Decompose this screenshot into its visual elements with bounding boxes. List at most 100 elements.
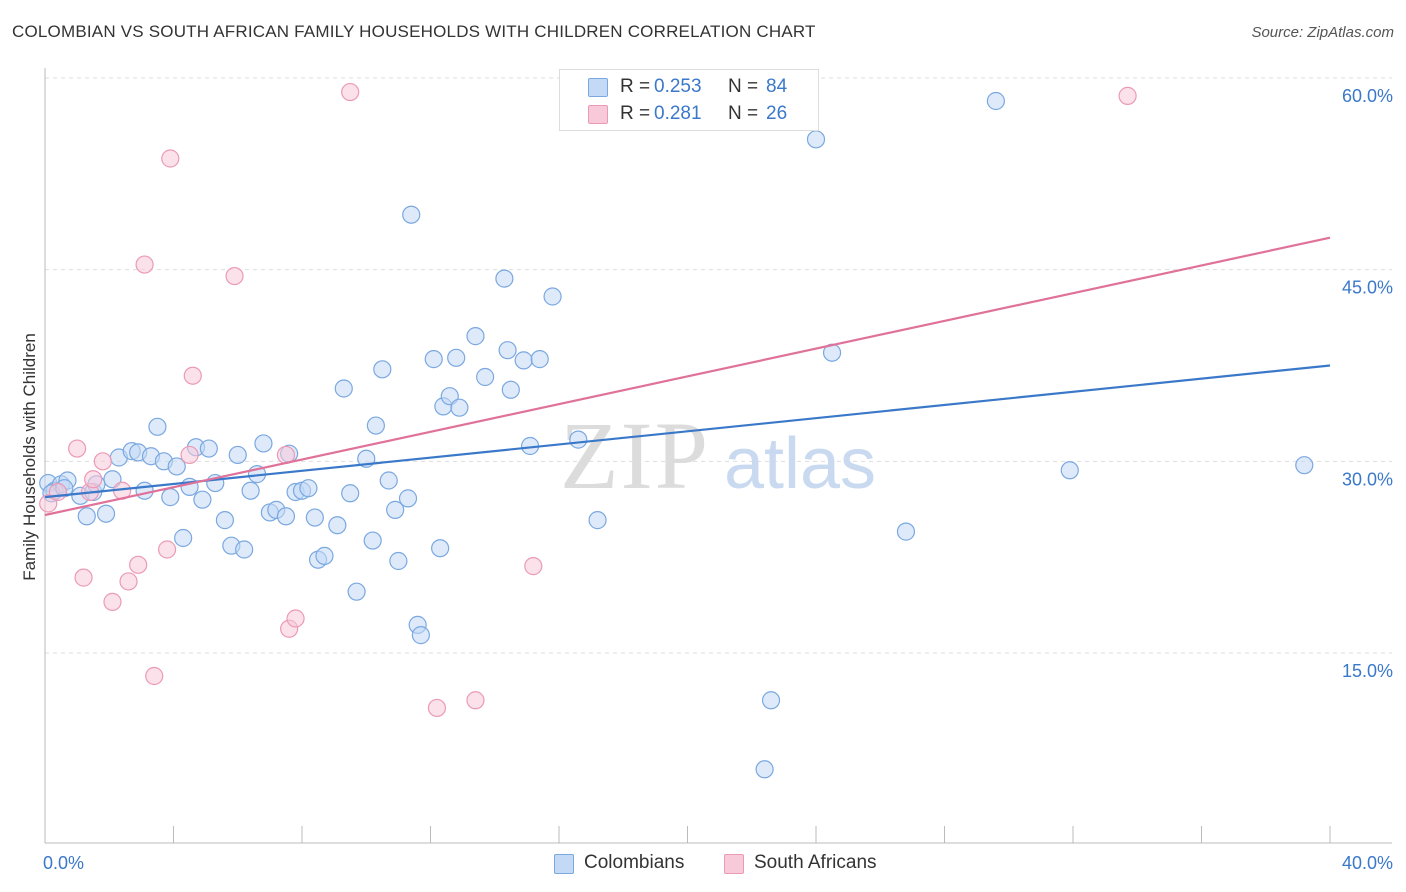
watermark-zip: ZIP — [560, 402, 710, 509]
legend-swatch-pink — [724, 854, 744, 874]
n-label: N = — [728, 76, 759, 97]
colombian-point — [96, 504, 116, 523]
x-tick-label: 0.0% — [43, 853, 84, 873]
colombian-point — [466, 327, 485, 346]
chart-title: COLOMBIAN VS SOUTH AFRICAN FAMILY HOUSEH… — [12, 22, 816, 41]
colombian-point — [411, 626, 430, 645]
source-label: Source: ZipAtlas.com — [1251, 24, 1394, 41]
legend-swatch-pink — [588, 105, 608, 124]
y-tick-label: 60.0% — [1342, 86, 1393, 106]
r-label: R = — [620, 76, 651, 97]
legend-swatch-blue — [554, 854, 574, 874]
colombian-point — [498, 341, 517, 360]
south-african-point — [161, 149, 180, 168]
colombian-point — [235, 540, 254, 559]
colombian-point — [341, 484, 360, 503]
colombian-point — [305, 508, 324, 527]
colombian-point — [254, 434, 273, 453]
colombian-point — [476, 367, 495, 387]
colombian-point — [514, 351, 533, 370]
south-african-point — [286, 609, 305, 628]
y-tick-label: 45.0% — [1342, 278, 1393, 298]
colombian-point — [161, 488, 180, 507]
series-legend: Colombians South Africans — [0, 850, 1406, 880]
colombian-point — [193, 490, 212, 509]
south-african-point — [135, 255, 154, 274]
colombian-point — [276, 507, 296, 526]
colombian-point — [199, 439, 218, 458]
colombian-point — [389, 551, 408, 571]
r-value: 0.281 — [654, 103, 702, 124]
south-african-point — [183, 366, 202, 385]
colombian-point — [530, 350, 549, 369]
south-african-point — [427, 698, 447, 718]
colombian-point — [328, 516, 347, 535]
colombian-point — [588, 511, 607, 530]
colombian-point — [424, 350, 443, 369]
r-value: 0.253 — [654, 76, 702, 97]
legend-label: South Africans — [754, 852, 877, 873]
colombian-point — [386, 500, 405, 519]
colombian-point — [431, 539, 450, 558]
south-african-point — [157, 540, 177, 559]
south-african-point — [1118, 86, 1137, 105]
colombian-point — [806, 130, 826, 149]
south-african-point — [145, 666, 164, 686]
colombian-point — [174, 528, 193, 548]
south-african-point — [129, 555, 148, 574]
colombian-point — [334, 379, 353, 398]
colombian-point — [402, 205, 421, 224]
colombian-point — [77, 507, 96, 526]
colombian-point — [228, 445, 247, 465]
n-value: 26 — [766, 103, 788, 124]
colombian-point — [543, 287, 562, 306]
y-tick-label: 30.0% — [1342, 469, 1393, 489]
colombian-point — [495, 269, 514, 288]
south-african-point — [93, 452, 112, 471]
n-label: N = — [728, 103, 759, 124]
colombian-point — [315, 546, 334, 565]
south-african-point — [524, 557, 543, 576]
colombian-point — [148, 417, 167, 436]
colombian-point — [398, 489, 418, 508]
watermark-atlas: atlas — [724, 424, 876, 504]
colombian-point — [366, 416, 385, 435]
colombian-point — [501, 380, 520, 399]
correlation-legend: R = 0.253 N = 84 R = 0.281 N = 26 — [559, 69, 819, 131]
colombian-point — [241, 481, 260, 500]
colombian-point — [299, 479, 318, 498]
r-label: R = — [620, 103, 651, 124]
south-african-point — [341, 82, 360, 102]
legend-swatch-blue — [588, 78, 608, 97]
y-tick-label: 15.0% — [1342, 661, 1393, 681]
colombian-point — [450, 398, 469, 417]
colombian-point — [896, 522, 916, 541]
south-african-point — [103, 592, 122, 611]
colombian-point — [379, 471, 398, 490]
colombian-point — [1295, 456, 1314, 475]
colombian-trendline — [44, 364, 1331, 499]
south-african-point — [180, 445, 199, 465]
legend-row-south-africans: R = 0.281 N = 26 — [560, 101, 818, 127]
south-african-point — [225, 266, 244, 286]
colombian-point — [363, 531, 382, 550]
south-african-point — [119, 572, 138, 591]
colombian-point — [215, 511, 234, 530]
colombian-point — [347, 582, 366, 601]
y-axis-title: Family Households with Children — [20, 333, 39, 581]
south-african-trendline — [44, 236, 1331, 517]
south-african-point — [84, 470, 103, 489]
colombian-point — [761, 691, 781, 710]
colombian-point — [167, 457, 186, 476]
south-african-point — [466, 691, 485, 710]
colombian-point — [135, 481, 154, 500]
colombian-point — [755, 760, 774, 779]
x-tick-label: 40.0% — [1342, 853, 1393, 873]
legend-label: Colombians — [584, 852, 685, 873]
colombian-point — [986, 91, 1006, 111]
colombian-point — [569, 430, 588, 449]
south-african-point — [48, 482, 67, 502]
south-african-point — [74, 568, 93, 587]
south-african-point — [68, 439, 87, 458]
